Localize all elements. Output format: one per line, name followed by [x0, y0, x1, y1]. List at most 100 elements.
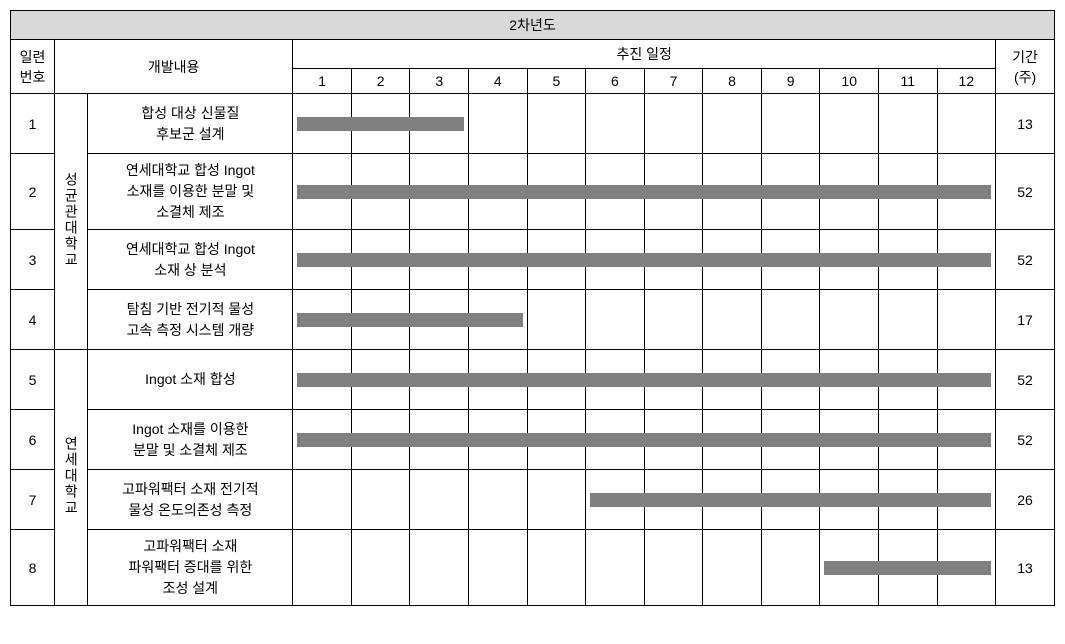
- schedule-cell: [469, 290, 528, 350]
- gantt-bar: [819, 373, 879, 387]
- gantt-bar: [468, 433, 528, 447]
- group-label: 성균관대학교: [61, 172, 81, 268]
- gantt-bar: [297, 185, 352, 199]
- schedule-cell: [878, 530, 937, 606]
- schedule-cell: [293, 94, 352, 154]
- desc-cell: 연세대학교 합성 Ingot 소재 상 분석: [88, 230, 293, 290]
- schedule-cell: [644, 230, 703, 290]
- schedule-cell: [703, 154, 762, 230]
- gantt-bar: [585, 433, 645, 447]
- schedule-cell: [820, 530, 879, 606]
- schedule-cell: [703, 94, 762, 154]
- gantt-bar: [527, 253, 587, 267]
- schedule-cell: [586, 350, 645, 410]
- table-row: 3연세대학교 합성 Ingot 소재 상 분석52: [11, 230, 1055, 290]
- gantt-bar: [297, 117, 352, 131]
- schedule-cell: [586, 94, 645, 154]
- schedule-cell: [937, 230, 996, 290]
- schedule-cell: [351, 530, 410, 606]
- gantt-bar: [297, 253, 352, 267]
- table-row: 7고파워팩터 소재 전기적 물성 온도의존성 측정26: [11, 470, 1055, 530]
- schedule-cell: [878, 154, 937, 230]
- schedule-cell: [761, 410, 820, 470]
- gantt-bar: [937, 493, 992, 507]
- gantt-bar: [824, 561, 879, 575]
- seq-cell: 7: [11, 470, 55, 530]
- table-row: 4탐침 기반 전기적 물성 고속 측정 시스템 개량17: [11, 290, 1055, 350]
- gantt-bar: [761, 185, 821, 199]
- schedule-cell: [937, 94, 996, 154]
- schedule-cell: [293, 410, 352, 470]
- schedule-cell: [703, 290, 762, 350]
- schedule-cell: [761, 230, 820, 290]
- schedule-cell: [586, 154, 645, 230]
- duration-cell: 52: [996, 230, 1055, 290]
- header-schedule: 추진 일정: [293, 40, 996, 69]
- gantt-bar: [585, 373, 645, 387]
- gantt-bar: [937, 185, 992, 199]
- month-header: 4: [469, 69, 528, 94]
- gantt-bar: [878, 493, 938, 507]
- schedule-cell: [293, 154, 352, 230]
- gantt-bar: [468, 253, 528, 267]
- duration-cell: 26: [996, 470, 1055, 530]
- table-row: 5연세대학교Ingot 소재 합성52: [11, 350, 1055, 410]
- gantt-bar: [409, 313, 469, 327]
- gantt-bar: [297, 373, 352, 387]
- schedule-cell: [878, 410, 937, 470]
- schedule-cell: [527, 410, 586, 470]
- desc-cell: 합성 대상 신물질 후보군 설계: [88, 94, 293, 154]
- schedule-cell: [293, 290, 352, 350]
- gantt-bar: [644, 253, 704, 267]
- desc-cell: 연세대학교 합성 Ingot 소재를 이용한 분말 및 소결체 제조: [88, 154, 293, 230]
- schedule-cell: [878, 290, 937, 350]
- month-header: 2: [351, 69, 410, 94]
- gantt-bar: [351, 373, 411, 387]
- schedule-cell: [410, 410, 469, 470]
- gantt-bar: [527, 373, 587, 387]
- gantt-bar: [878, 561, 938, 575]
- seq-cell: 1: [11, 94, 55, 154]
- desc-cell: 고파워팩터 소재 파워팩터 증대를 위한 조성 설계: [88, 530, 293, 606]
- schedule-cell: [644, 470, 703, 530]
- schedule-cell: [527, 470, 586, 530]
- schedule-cell: [469, 94, 528, 154]
- schedule-cell: [820, 230, 879, 290]
- desc-cell: 탐침 기반 전기적 물성 고속 측정 시스템 개량: [88, 290, 293, 350]
- schedule-cell: [293, 470, 352, 530]
- schedule-cell: [351, 290, 410, 350]
- gantt-bar: [878, 253, 938, 267]
- desc-cell: Ingot 소재를 이용한 분말 및 소결체 제조: [88, 410, 293, 470]
- gantt-bar: [702, 253, 762, 267]
- gantt-bar: [468, 313, 523, 327]
- duration-cell: 13: [996, 530, 1055, 606]
- gantt-bar: [878, 185, 938, 199]
- table-row: 1성균관대학교합성 대상 신물질 후보군 설계13: [11, 94, 1055, 154]
- header-content: 개발내용: [54, 40, 292, 94]
- seq-cell: 8: [11, 530, 55, 606]
- gantt-bar: [644, 185, 704, 199]
- schedule-cell: [351, 350, 410, 410]
- schedule-cell: [410, 230, 469, 290]
- seq-cell: 4: [11, 290, 55, 350]
- month-header: 8: [703, 69, 762, 94]
- schedule-cell: [878, 94, 937, 154]
- schedule-cell: [469, 470, 528, 530]
- gantt-bar: [527, 185, 587, 199]
- schedule-cell: [586, 410, 645, 470]
- gantt-bar: [585, 253, 645, 267]
- gantt-bar: [409, 117, 464, 131]
- gantt-bar: [468, 373, 528, 387]
- schedule-cell: [293, 530, 352, 606]
- schedule-cell: [410, 94, 469, 154]
- schedule-cell: [761, 470, 820, 530]
- gantt-bar: [937, 253, 992, 267]
- schedule-cell: [761, 94, 820, 154]
- gantt-bar: [409, 433, 469, 447]
- schedule-cell: [703, 410, 762, 470]
- gantt-bar: [702, 373, 762, 387]
- month-header: 11: [878, 69, 937, 94]
- gantt-bar: [527, 433, 587, 447]
- schedule-cell: [410, 290, 469, 350]
- schedule-cell: [469, 154, 528, 230]
